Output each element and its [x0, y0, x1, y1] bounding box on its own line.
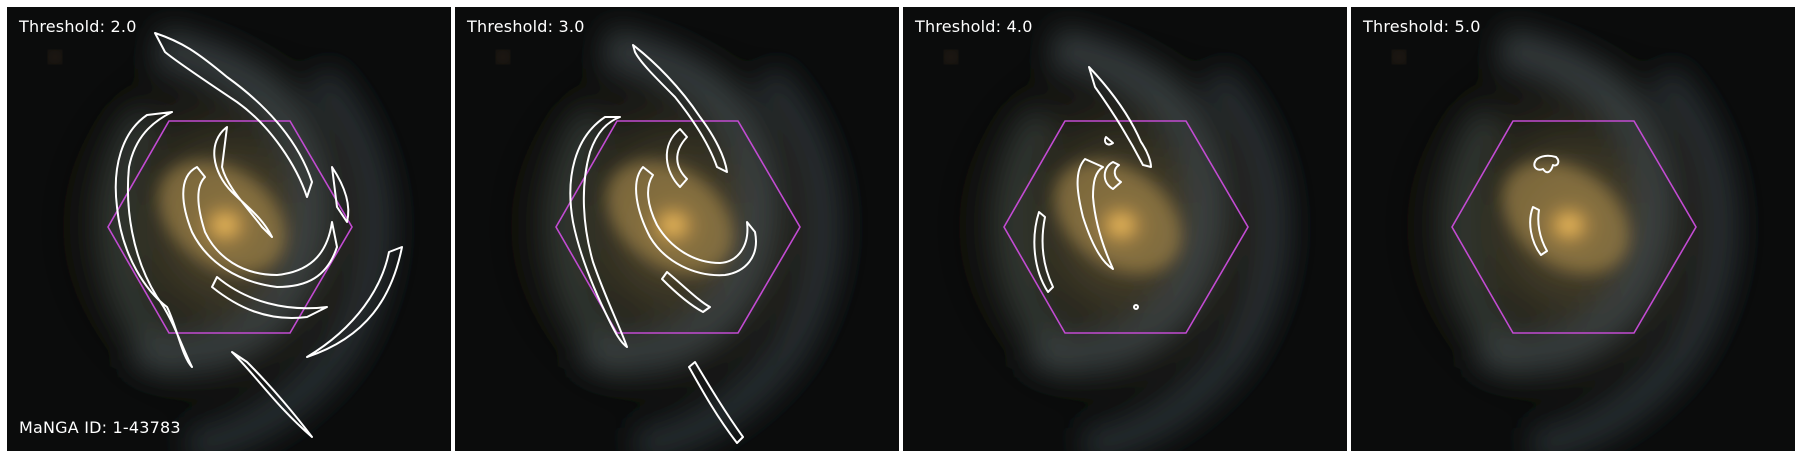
manga-id-label: MaNGA ID: 1-43783: [19, 418, 181, 437]
galaxy-image-1: [7, 7, 451, 451]
hexagon-outline: [555, 120, 801, 334]
galaxy-panel-1: Threshold: 2.0 MaNGA ID: 1-43783: [7, 7, 451, 451]
galaxy-panel-2: Threshold: 3.0: [455, 7, 899, 451]
threshold-label: Threshold: 3.0: [467, 17, 585, 36]
galaxy-panel-4: Threshold: 5.0: [1351, 7, 1795, 451]
threshold-label: Threshold: 2.0: [19, 17, 137, 36]
galaxy-image-3: [903, 7, 1347, 451]
contour-lines: [114, 32, 403, 438]
contour-lines: [569, 44, 757, 444]
contour-lines: [1529, 154, 1560, 256]
hexagon-outline: [1003, 120, 1249, 334]
hexagon-outline: [1451, 120, 1697, 334]
threshold-label: Threshold: 4.0: [915, 17, 1033, 36]
galaxy-image-4: [1351, 7, 1795, 451]
galaxy-panel-3: Threshold: 4.0: [903, 7, 1347, 451]
threshold-label: Threshold: 5.0: [1363, 17, 1481, 36]
contour-lines: [1033, 66, 1152, 310]
galaxy-image-2: [455, 7, 899, 451]
hexagon-outline: [107, 120, 353, 334]
